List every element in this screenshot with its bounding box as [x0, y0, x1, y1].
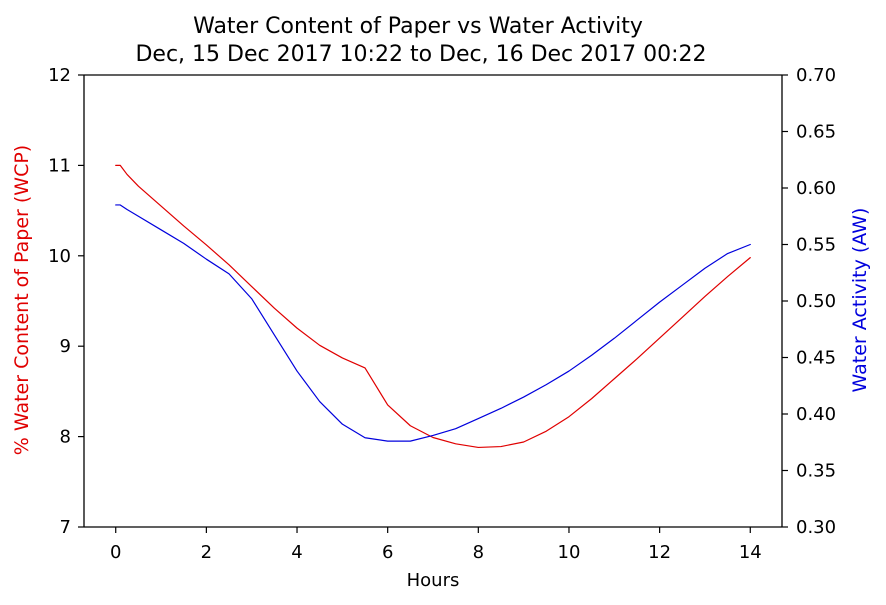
x-tick-label: 6 — [382, 542, 393, 563]
right-y-tick-label: 0.50 — [796, 291, 836, 312]
x-tick-label: 2 — [201, 542, 212, 563]
right-y-tick-label: 0.70 — [796, 65, 836, 86]
right-y-tick-label: 0.30 — [796, 517, 836, 538]
right-axis-label: Water Activity (AW) — [849, 208, 871, 393]
right-y-tick-label: 0.35 — [796, 461, 836, 482]
right-y-tick-label: 0.60 — [796, 178, 836, 199]
x-tick-label: 8 — [473, 542, 484, 563]
x-tick-label: 14 — [739, 542, 762, 563]
left-y-tick-label: 7 — [60, 517, 71, 538]
x-tick-label: 0 — [110, 542, 121, 563]
left-y-tick-label: 11 — [48, 155, 71, 176]
left-y-tick-label: 8 — [60, 427, 71, 448]
series-layer — [115, 164, 751, 449]
right-y-tick-label: 0.40 — [796, 404, 836, 425]
left-y-tick-label: 12 — [48, 65, 71, 86]
left-y-tick-label: 9 — [60, 336, 71, 357]
x-tick-label: 4 — [291, 542, 302, 563]
right-y-tick-label: 0.55 — [796, 235, 836, 256]
axes-layer: 0 2 4 6 8 10 12 14 7 8 9 10 11 12 0.30 0.35 0.40 0.45 0.50… — [48, 65, 836, 563]
aw-series-line — [115, 204, 751, 442]
chart-title: Water Content of Paper vs Water Activity — [193, 14, 643, 39]
left-y-tick-label: 10 — [48, 246, 71, 267]
wcp-series-line — [115, 164, 751, 449]
left-axis-label: % Water Content of Paper (WCP) — [11, 145, 33, 455]
x-tick-label: 12 — [648, 542, 671, 563]
right-y-tick-label: 0.65 — [796, 122, 836, 143]
x-axis-label: Hours — [407, 570, 460, 591]
chart-subtitle: Dec, 15 Dec 2017 10:22 to Dec, 16 Dec 20… — [135, 42, 706, 67]
right-y-tick-label: 0.45 — [796, 348, 836, 369]
x-tick-label: 10 — [558, 542, 581, 563]
